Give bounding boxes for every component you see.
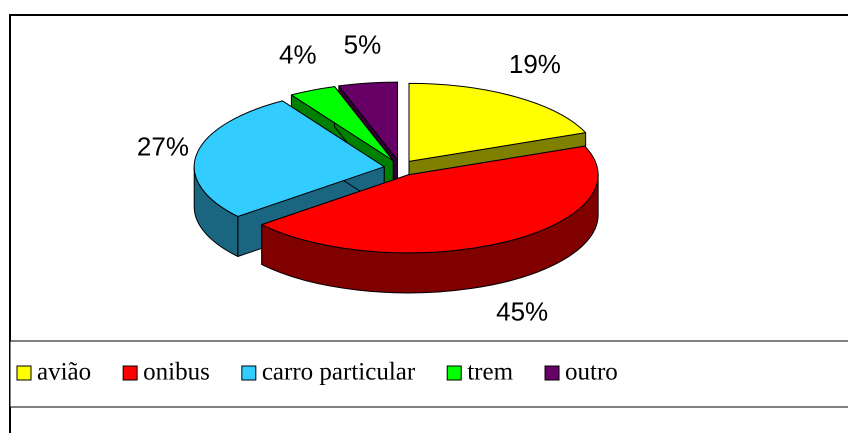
legend-label: avião [37, 359, 91, 386]
slice [261, 145, 599, 254]
legend-swatch [122, 365, 138, 381]
data-label: 4% [279, 40, 317, 70]
legend-label: trem [467, 359, 513, 386]
data-label: 45% [496, 297, 548, 327]
slice [290, 86, 394, 162]
slice [193, 100, 385, 217]
data-label: 19% [509, 49, 561, 79]
legend-label: onibus [143, 359, 210, 386]
legend-swatch [16, 365, 32, 381]
data-label: 5% [344, 29, 382, 59]
legend-swatch [446, 365, 462, 381]
legend-label: carro particular [262, 359, 416, 386]
data-label: 27% [137, 132, 189, 162]
legend-swatch [544, 365, 560, 381]
slice [338, 81, 398, 161]
legend-box [9, 340, 848, 408]
legend-label: outro [565, 359, 618, 386]
legend-swatch [241, 365, 257, 381]
slice [408, 82, 587, 162]
